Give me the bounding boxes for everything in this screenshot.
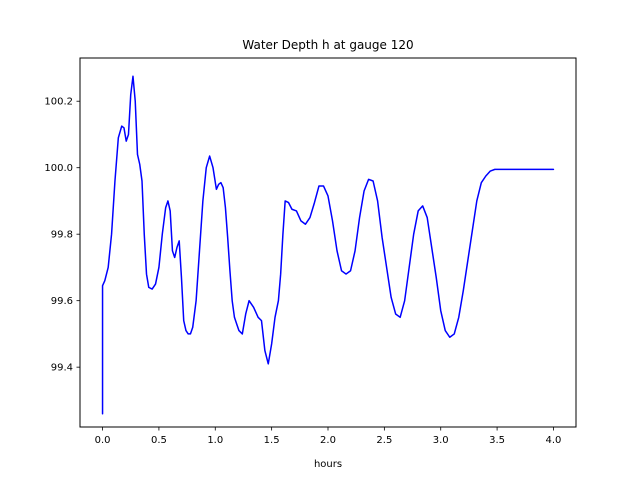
series-layer	[101, 75, 555, 415]
x-tick-label: 0.0	[95, 435, 111, 446]
x-tick-label: 1.0	[207, 435, 223, 446]
y-axis: 99.4 99.6 99.8 100.0 100.2	[44, 97, 80, 374]
series-line-0	[101, 75, 555, 415]
y-tick-label: 100.0	[44, 163, 73, 174]
x-tick-label: 2.5	[376, 435, 392, 446]
x-axis: 0.0 0.5 1.0 1.5 2.0 2.5 3.0 3.5 4.0	[95, 427, 562, 446]
x-tick-label: 4.0	[546, 435, 562, 446]
x-tick-label: 3.0	[433, 435, 449, 446]
x-tick-label: 0.5	[151, 435, 167, 446]
y-tick-label: 99.6	[51, 296, 73, 307]
y-tick-label: 99.4	[51, 363, 73, 374]
chart-title: Water Depth h at gauge 120	[242, 38, 413, 52]
x-axis-label: hours	[314, 459, 342, 470]
x-tick-label: 2.0	[320, 435, 336, 446]
y-tick-label: 100.2	[44, 97, 73, 108]
x-tick-label: 1.5	[264, 435, 280, 446]
y-tick-label: 99.8	[51, 230, 73, 241]
x-tick-label: 3.5	[489, 435, 505, 446]
